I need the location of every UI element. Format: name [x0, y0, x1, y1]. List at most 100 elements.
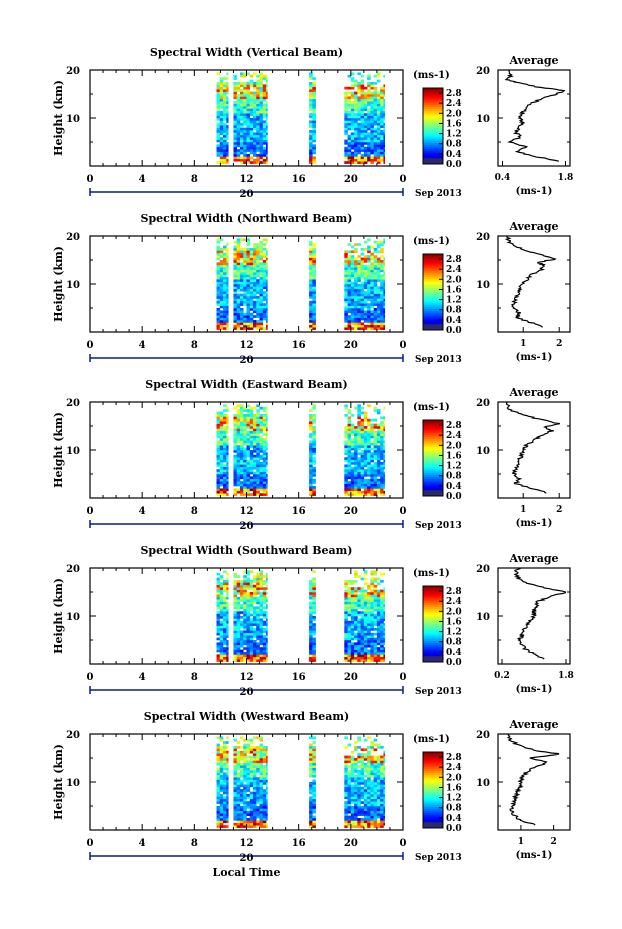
heatmap-cell [363, 260, 368, 263]
heatmap-cell [312, 291, 316, 294]
heatmap-cell [226, 146, 229, 150]
heatmap-cell [373, 577, 378, 581]
heatmap-cell [383, 98, 386, 102]
heatmap-cell [363, 146, 368, 150]
heatmap-cell [253, 303, 257, 306]
heatmap-cell [219, 324, 224, 328]
colorbar-segment [423, 309, 443, 312]
heatmap-cell [256, 466, 260, 470]
heatmap-cell [256, 433, 260, 436]
heatmap-cell [233, 101, 238, 104]
heatmap-cell [253, 142, 257, 145]
heatmap-cell [347, 469, 352, 472]
heatmap-cell [253, 442, 257, 446]
heatmap-cell [367, 421, 371, 424]
heatmap-cell [243, 430, 247, 434]
heatmap-cell [350, 478, 355, 482]
colorbar-segment [423, 133, 443, 136]
heatmap-cell [380, 416, 384, 420]
colorbar-segment [423, 610, 443, 613]
heatmap-cell [243, 120, 247, 124]
heatmap-cell [249, 406, 254, 410]
heatmap-cell [223, 447, 227, 451]
heatmap-cell [373, 632, 378, 636]
heatmap-cell [259, 122, 264, 126]
heatmap-cell [347, 146, 352, 150]
heatmap-cell [216, 125, 221, 128]
heatmap-cell [216, 252, 221, 256]
heatmap-cell [243, 447, 247, 451]
colorbar-segment [423, 311, 443, 314]
heatmap-cell [373, 308, 378, 311]
heatmap-cell [239, 96, 244, 100]
heatmap-cell [380, 144, 384, 148]
heatmap-cell [223, 94, 227, 97]
heatmap-cell [259, 250, 264, 254]
heatmap-cell [246, 118, 251, 121]
colorbar-segment [423, 461, 443, 465]
heatmap-cell [350, 120, 355, 124]
heatmap-cell [350, 108, 355, 112]
heatmap-cell [360, 300, 365, 304]
heatmap-cell [219, 440, 224, 444]
heatmap-cell [256, 445, 260, 448]
heatmap-cell [259, 794, 264, 797]
heatmap-cell [243, 274, 247, 278]
heatmap-cell [216, 478, 221, 482]
heatmap-cell [236, 772, 241, 776]
heatmap-cell [223, 161, 227, 164]
heatmap-cell [249, 815, 254, 819]
heatmap-cell [344, 582, 348, 586]
heatmap-cell [243, 813, 247, 816]
heatmap-cell [259, 428, 264, 432]
heatmap-cell [219, 592, 224, 595]
heatmap-cell [243, 772, 247, 776]
heatmap-cell [216, 312, 221, 316]
average-y-tick-label: 20 [476, 232, 490, 243]
colorbar-segment [423, 427, 443, 430]
heatmap-cell [236, 762, 241, 766]
heatmap-cell [249, 635, 254, 638]
colorbar-segment [423, 658, 443, 661]
heatmap-cell [360, 659, 365, 662]
heatmap-cell [226, 428, 229, 432]
heatmap-cell [256, 440, 260, 444]
heatmap-cell [367, 483, 371, 487]
heatmap-cell [309, 606, 313, 610]
heatmap-cell [357, 649, 361, 653]
heatmap-cell [226, 430, 229, 434]
heatmap-cell [347, 637, 352, 641]
heatmap-cell [226, 151, 229, 155]
heatmap-cell [380, 490, 384, 494]
heatmap-cell [233, 440, 238, 444]
heatmap-cell [367, 654, 371, 658]
heatmap-cell [239, 784, 244, 788]
colorbar-segment [423, 280, 443, 283]
heatmap-cell [312, 445, 316, 448]
heatmap-cell [223, 118, 227, 121]
colorbar-segment [423, 114, 443, 117]
heatmap-cell [233, 130, 238, 133]
colorbar-segment [423, 297, 443, 300]
heatmap-cell [246, 474, 251, 477]
heatmap-cell [367, 288, 371, 292]
heatmap-cell [233, 264, 238, 268]
heatmap-cell [253, 113, 257, 116]
heatmap-cell [219, 291, 224, 294]
heatmap-cell [357, 300, 361, 304]
heatmap-cell [262, 103, 267, 107]
heatmap-cell [266, 440, 268, 444]
heatmap-cell [354, 281, 358, 285]
heatmap-cell [259, 822, 264, 826]
heatmap-cell [216, 423, 221, 427]
colorbar-segment [423, 633, 443, 636]
colorbar-segment [423, 435, 443, 438]
average-x-tick-label: 2 [556, 505, 562, 515]
heatmap-cell [216, 604, 221, 607]
heatmap-cell [223, 132, 227, 136]
heatmap-cell [236, 418, 241, 422]
heatmap-cell [309, 108, 313, 112]
heatmap-cell [373, 298, 378, 302]
heatmap-cell [354, 146, 358, 150]
average-x-label: (ms-1) [516, 518, 553, 529]
